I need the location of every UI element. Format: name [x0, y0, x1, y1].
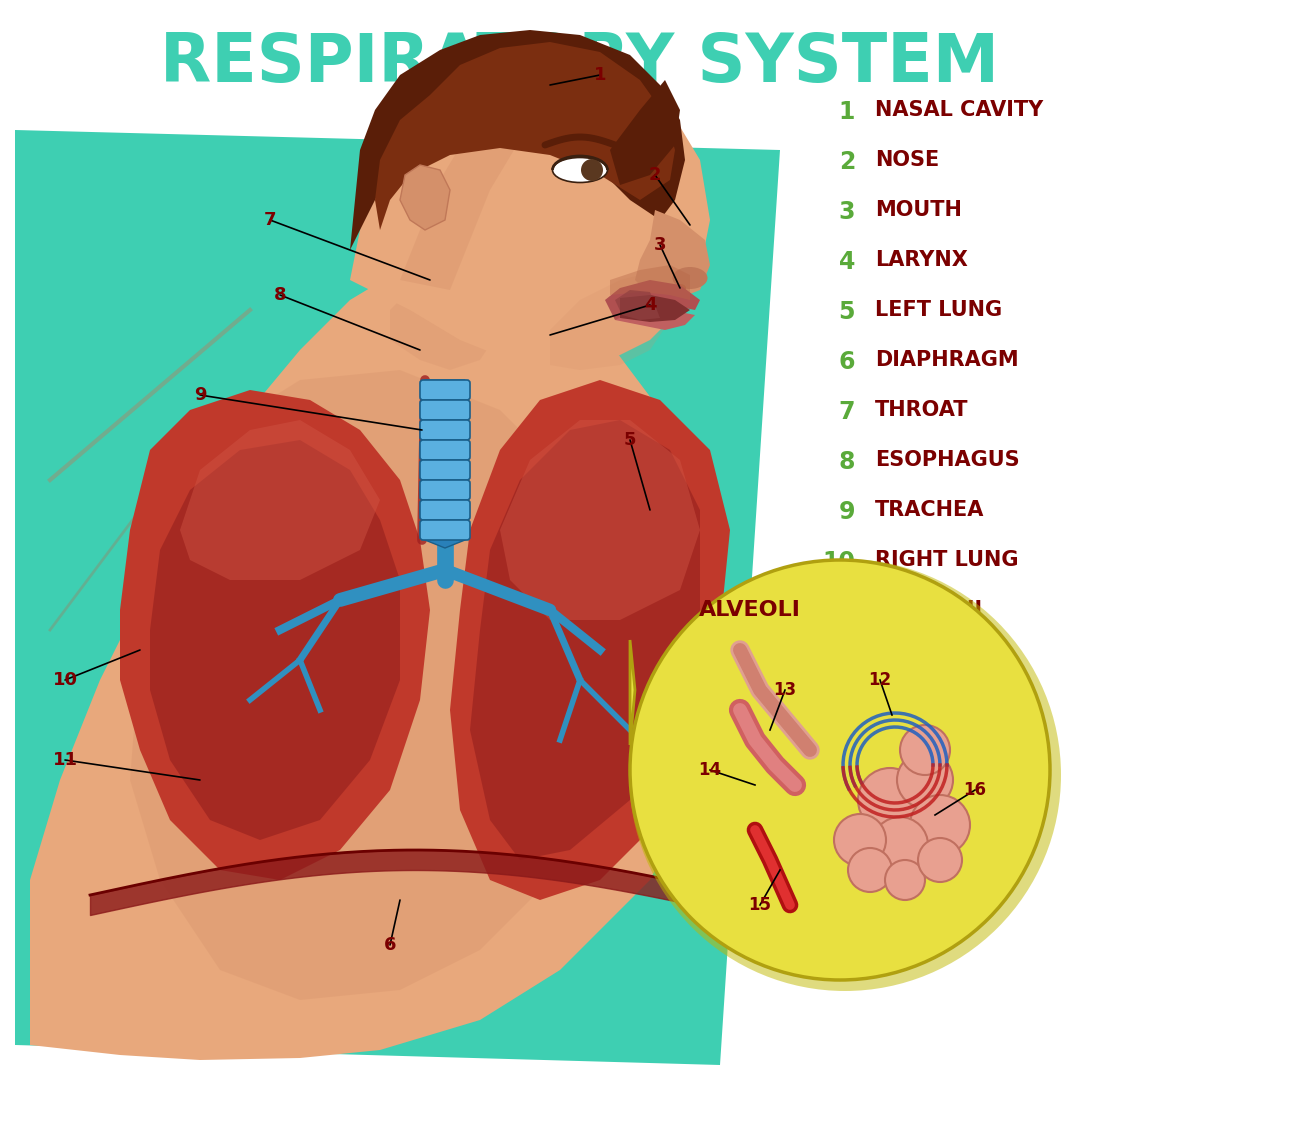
- Text: 12: 12: [823, 650, 855, 673]
- Circle shape: [885, 860, 926, 899]
- Polygon shape: [150, 440, 400, 840]
- Text: 5: 5: [624, 431, 636, 449]
- Text: 16: 16: [822, 850, 855, 873]
- Text: TRACHEA: TRACHEA: [875, 499, 984, 520]
- Circle shape: [848, 848, 892, 892]
- Polygon shape: [425, 380, 465, 548]
- Polygon shape: [350, 31, 685, 250]
- Text: ALVEOLI: ALVEOLI: [875, 850, 970, 870]
- Polygon shape: [16, 130, 780, 1064]
- Polygon shape: [350, 45, 710, 365]
- Text: 11: 11: [823, 600, 855, 624]
- Circle shape: [835, 814, 887, 866]
- Polygon shape: [400, 165, 450, 231]
- Text: 6: 6: [384, 936, 396, 954]
- Polygon shape: [120, 390, 430, 880]
- Text: LEFT LUNG: LEFT LUNG: [875, 299, 1002, 320]
- Polygon shape: [30, 260, 710, 1060]
- Circle shape: [872, 817, 928, 873]
- Text: DIAPHRAGM: DIAPHRAGM: [875, 350, 1019, 370]
- Text: MOUTH: MOUTH: [875, 200, 962, 220]
- FancyBboxPatch shape: [420, 460, 471, 480]
- FancyBboxPatch shape: [420, 499, 471, 520]
- Polygon shape: [610, 80, 680, 185]
- Text: 14: 14: [698, 760, 722, 779]
- Text: 13: 13: [822, 699, 855, 724]
- Circle shape: [630, 560, 1050, 980]
- Text: 5: 5: [838, 299, 855, 324]
- Circle shape: [918, 838, 962, 883]
- Text: 4: 4: [838, 250, 855, 273]
- Text: 9: 9: [194, 386, 207, 405]
- Text: 6: 6: [838, 350, 855, 374]
- Text: 3: 3: [838, 200, 855, 224]
- Text: 8: 8: [274, 286, 286, 304]
- Text: ALVEOLI: ALVEOLI: [699, 600, 801, 620]
- Text: 15: 15: [822, 800, 855, 824]
- Text: 7: 7: [838, 400, 855, 424]
- Polygon shape: [500, 420, 699, 620]
- Text: 4: 4: [644, 296, 656, 314]
- Ellipse shape: [673, 284, 686, 292]
- Polygon shape: [450, 380, 731, 899]
- Text: BRONCHI: BRONCHI: [875, 600, 982, 620]
- Circle shape: [858, 768, 922, 832]
- FancyBboxPatch shape: [420, 420, 471, 440]
- FancyBboxPatch shape: [420, 520, 471, 540]
- Text: 2: 2: [649, 166, 662, 184]
- Text: LARYNX: LARYNX: [875, 250, 968, 270]
- Text: NASAL CAVITY: NASAL CAVITY: [875, 99, 1043, 120]
- Text: 14: 14: [823, 750, 855, 774]
- Circle shape: [910, 796, 970, 855]
- FancyBboxPatch shape: [420, 440, 471, 460]
- Polygon shape: [634, 210, 710, 299]
- Text: 10: 10: [822, 550, 855, 574]
- Text: ARTERIOLE: ARTERIOLE: [875, 750, 1004, 770]
- Polygon shape: [390, 280, 500, 370]
- Text: 11: 11: [52, 751, 78, 770]
- Text: 9: 9: [838, 499, 855, 524]
- Polygon shape: [130, 370, 630, 1000]
- Text: 2: 2: [838, 150, 855, 174]
- Ellipse shape: [672, 267, 707, 289]
- Circle shape: [900, 725, 950, 775]
- Text: 7: 7: [264, 211, 276, 229]
- Text: 15: 15: [749, 896, 771, 914]
- Polygon shape: [471, 420, 699, 860]
- FancyBboxPatch shape: [420, 480, 471, 499]
- Polygon shape: [604, 280, 699, 320]
- Text: ESOPHAGUS: ESOPHAGUS: [875, 450, 1019, 470]
- Polygon shape: [620, 295, 690, 322]
- Text: THROAT: THROAT: [875, 400, 968, 420]
- FancyBboxPatch shape: [420, 380, 471, 400]
- Polygon shape: [400, 70, 550, 290]
- Polygon shape: [550, 270, 680, 370]
- Text: 8: 8: [838, 450, 855, 473]
- Text: BRONCHIOLE: BRONCHIOLE: [875, 800, 1027, 820]
- Text: CAPILLARY
NETWORK: CAPILLARY NETWORK: [875, 650, 1002, 690]
- Text: 10: 10: [52, 671, 78, 689]
- Polygon shape: [179, 420, 380, 580]
- Circle shape: [897, 751, 953, 808]
- Text: 13: 13: [774, 681, 797, 699]
- Text: 1: 1: [838, 99, 855, 124]
- Text: RIGHT LUNG: RIGHT LUNG: [875, 550, 1018, 570]
- Polygon shape: [615, 290, 660, 320]
- Ellipse shape: [581, 159, 603, 181]
- Text: 16: 16: [963, 781, 987, 799]
- Polygon shape: [610, 266, 690, 299]
- Polygon shape: [615, 308, 696, 330]
- Text: 1: 1: [594, 66, 606, 84]
- Polygon shape: [370, 260, 520, 380]
- Polygon shape: [630, 640, 634, 745]
- Text: 3: 3: [654, 236, 666, 254]
- Text: RESPIRATORY SYSTEM: RESPIRATORY SYSTEM: [160, 31, 1000, 96]
- Text: 12: 12: [868, 671, 892, 689]
- FancyBboxPatch shape: [420, 400, 471, 420]
- Polygon shape: [374, 42, 675, 231]
- Text: VENULE: VENULE: [875, 699, 967, 720]
- Circle shape: [629, 559, 1061, 991]
- Text: NOSE: NOSE: [875, 150, 939, 170]
- Ellipse shape: [552, 157, 607, 183]
